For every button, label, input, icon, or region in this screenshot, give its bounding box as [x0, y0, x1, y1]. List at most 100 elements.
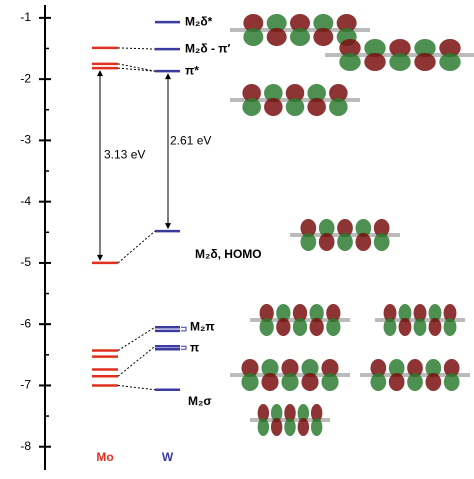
orbital-lobe [270, 418, 283, 436]
orbital-lobe [370, 373, 387, 391]
level-label: M₂σ [188, 394, 212, 408]
orbital-lobe [242, 84, 261, 102]
orbital-lobe [336, 14, 357, 32]
orbital-lobe [355, 233, 372, 251]
connector [117, 326, 156, 351]
orbital-lobe [337, 233, 353, 251]
orbital-lobe [300, 219, 317, 237]
orbital-lobe [407, 373, 423, 391]
orbital-lobe [321, 373, 339, 391]
orbital-lobe [285, 98, 305, 116]
arrow-head [97, 254, 103, 261]
orbital-lobe [329, 84, 348, 102]
orbital-lobe [292, 318, 308, 336]
bracket [181, 345, 187, 350]
orbital-lobe [261, 359, 279, 377]
orbital-lobe [326, 304, 341, 322]
orbital-lobe [425, 359, 442, 377]
orbital-lobe [281, 373, 299, 391]
orbital-lobe [339, 53, 361, 71]
connector [117, 67, 156, 72]
connector [117, 63, 156, 72]
orbital-lobe [243, 14, 264, 32]
orbital-lobe [264, 98, 283, 116]
orbital-lobe [290, 14, 310, 32]
annotation: 3.13 eV [104, 148, 145, 162]
level-label: M₂δ - π′ [185, 41, 230, 55]
orbital-lobe [339, 39, 361, 57]
orbital-lobe [329, 98, 348, 116]
orbital-lobe [389, 39, 411, 57]
level-label: M₂δ, HOMO [195, 247, 262, 261]
connector [117, 230, 156, 264]
y-tick-label: -6 [20, 316, 31, 330]
series-label: Mo [96, 450, 113, 464]
orbital-lobe [318, 233, 335, 251]
orbital-lobe [389, 53, 411, 71]
orbital-lobe [337, 219, 353, 237]
orbital-lobe [355, 219, 372, 237]
orbital-lobe [307, 84, 326, 102]
orbital-lobe [388, 373, 405, 391]
orbital-lobe [309, 304, 324, 322]
orbital-lobe [241, 359, 259, 377]
y-tick-label: -3 [20, 133, 31, 147]
orbital-lobe [301, 373, 319, 391]
orbital-lobe [270, 404, 283, 422]
orbital-lobe [290, 28, 310, 46]
orbital-lobe [383, 318, 397, 336]
orbital-lobe [373, 233, 390, 251]
arrow-head [97, 70, 103, 77]
connector [117, 345, 156, 377]
orbital-images [230, 14, 474, 436]
orbital-lobe [257, 418, 270, 436]
orbital-lobe [439, 39, 461, 57]
y-tick-label: -2 [20, 71, 31, 85]
orbital-lobe [266, 28, 287, 46]
level-label: π* [185, 63, 199, 77]
orbital-lobe [276, 304, 291, 322]
orbital-lobe [266, 14, 287, 32]
orbital-lobe [309, 318, 324, 336]
connector [117, 47, 156, 50]
orbital-lobe [259, 304, 274, 322]
y-tick-label: -5 [20, 255, 31, 269]
orbital-lobe [428, 318, 442, 336]
y-tick-label: -8 [20, 439, 31, 453]
orbital-lobe [398, 318, 412, 336]
orbital-lobe [428, 304, 442, 322]
orbital-lobe [292, 304, 308, 322]
orbital-lobe [241, 373, 259, 391]
orbital-lobe [257, 404, 270, 422]
orbital-lobe [398, 304, 412, 322]
orbital-lobe [242, 98, 261, 116]
orbital-lobe [300, 233, 317, 251]
orbital-lobe [264, 84, 283, 102]
orbital-lobe [413, 318, 427, 336]
level-label: M₂δ* [185, 14, 213, 28]
orbital-lobe [414, 53, 436, 71]
orbital-lobe [259, 318, 274, 336]
orbital-lobe [301, 359, 319, 377]
orbital-lobe [321, 359, 339, 377]
orbital-lobe [285, 84, 305, 102]
orbital-lobe [407, 359, 423, 377]
orbital-lobe [297, 404, 310, 422]
orbital-lobe [443, 359, 460, 377]
orbital-lobe [388, 359, 405, 377]
orbital-lobe [310, 418, 323, 436]
orbital-lobe [313, 28, 334, 46]
orbital-lobe [243, 28, 264, 46]
arrow-head [165, 73, 171, 80]
orbital-lobe [261, 373, 279, 391]
y-tick-label: -1 [20, 10, 31, 24]
orbital-lobe [326, 318, 341, 336]
orbital-lobe [276, 318, 291, 336]
annotation: 2.61 eV [170, 133, 211, 147]
orbital-lobe [281, 359, 299, 377]
orbital-lobe [297, 418, 310, 436]
connector [117, 384, 156, 391]
bracket [181, 326, 187, 332]
orbital-lobe [443, 304, 457, 322]
